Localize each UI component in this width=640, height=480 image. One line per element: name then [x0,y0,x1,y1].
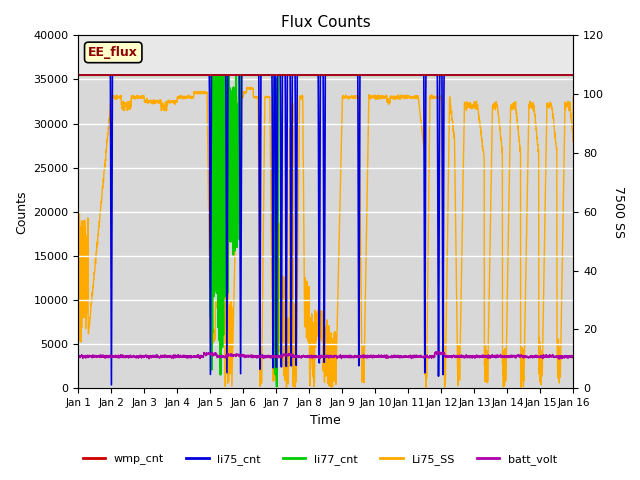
Title: Flux Counts: Flux Counts [281,15,371,30]
Bar [79,36,573,75]
Legend: wmp_cnt, li75_cnt, li77_cnt, Li75_SS, batt_volt: wmp_cnt, li75_cnt, li77_cnt, Li75_SS, ba… [78,450,562,469]
X-axis label: Time: Time [310,414,341,427]
Y-axis label: 7500 SS: 7500 SS [612,186,625,238]
Y-axis label: Counts: Counts [15,190,28,234]
Text: EE_flux: EE_flux [88,46,138,59]
